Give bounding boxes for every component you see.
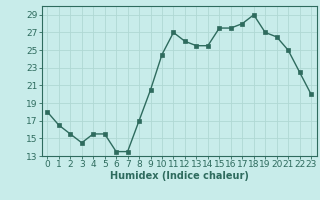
- X-axis label: Humidex (Indice chaleur): Humidex (Indice chaleur): [110, 171, 249, 181]
